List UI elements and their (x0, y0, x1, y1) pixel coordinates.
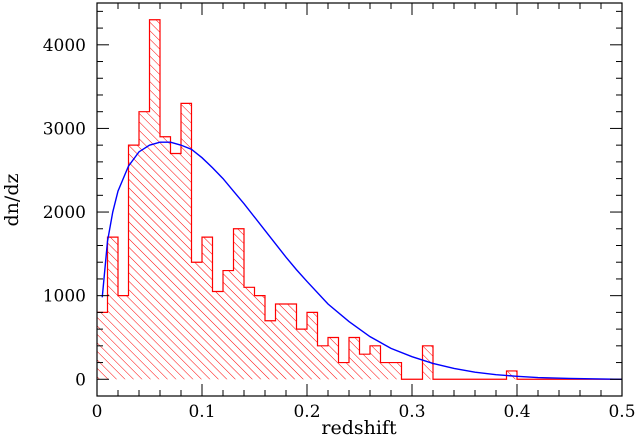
histogram-bar (107, 237, 118, 380)
histogram-bar (254, 295, 265, 380)
histogram-bar (391, 362, 402, 380)
histogram-bar (202, 237, 213, 380)
histogram-bar (128, 145, 139, 380)
y-tick-labels: 0 1000 2000 3000 4000 (43, 36, 86, 390)
histogram-bar (160, 136, 171, 380)
histogram-bar (506, 370, 517, 380)
fit-curve-line (101, 141, 622, 380)
x-tick-label: 0.2 (293, 402, 320, 422)
histogram-bar (422, 345, 433, 380)
histogram-bar (370, 345, 381, 380)
histogram-bar (181, 103, 192, 380)
histogram-bar (233, 228, 244, 380)
histogram-bar (317, 345, 328, 380)
histogram-bar (149, 19, 160, 380)
plot-frame (96, 2, 623, 397)
x-tick-labels: 0 0.1 0.2 0.3 0.4 0.5 (92, 402, 636, 422)
histogram-bar (380, 362, 391, 380)
x-tick-label: 0.1 (188, 402, 215, 422)
axis-ticks (96, 3, 623, 397)
histogram-bar (296, 329, 307, 380)
histogram-bar (139, 111, 150, 380)
histogram-outline (97, 19, 622, 380)
histogram-bars (97, 19, 517, 380)
x-axis-title: redshift (321, 417, 397, 439)
y-tick-label: 4000 (43, 36, 86, 56)
histogram-bar (359, 354, 370, 380)
y-tick-label: 3000 (43, 119, 86, 139)
histogram-bar (275, 304, 286, 380)
histogram-bar (328, 337, 339, 380)
x-tick-label: 0.3 (398, 402, 425, 422)
histogram-bar (118, 295, 129, 380)
x-tick-label: 0.5 (608, 402, 635, 422)
y-tick-label: 2000 (43, 203, 86, 223)
histogram-bar (170, 153, 181, 380)
histogram-bar (244, 287, 255, 380)
x-tick-label: 0 (92, 402, 103, 422)
histogram-bar (307, 312, 318, 380)
histogram-bar (191, 262, 202, 380)
histogram-bar (349, 337, 360, 380)
y-tick-label: 0 (75, 370, 86, 390)
histogram-bar (212, 291, 223, 380)
x-tick-label: 0.4 (503, 402, 530, 422)
histogram-bar (223, 270, 234, 380)
y-axis-title: dn/dz (1, 174, 23, 227)
histogram-bar (265, 320, 276, 380)
y-tick-label: 1000 (43, 287, 86, 307)
histogram-bar (286, 304, 297, 380)
histogram-bar (338, 362, 349, 380)
